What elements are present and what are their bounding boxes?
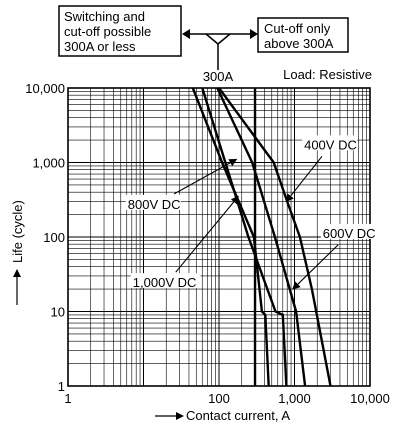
x-tick-label: 1 [64,391,71,406]
left-box-line-1: Switching and [64,9,145,24]
x-tick-label: 10,000 [350,391,390,406]
left-box-line-3: 300A or less [64,39,136,54]
y-tick-label: 1 [58,379,65,394]
y-tick-label: 10,000 [25,81,65,96]
y-axis-title: Life (cycle) [10,200,25,305]
series-label: 400V DC [304,137,357,152]
y-tick-label: 1,000 [32,156,65,171]
right-box-line-1: Cut-off only [264,21,331,36]
threshold-bracket [182,29,258,70]
series-line-400v-dc [218,87,332,387]
series-label-bg [125,194,181,210]
series-label-bg [302,135,358,151]
y-axis-label: Life (cycle) [10,200,25,263]
series-label: 800V DC [128,197,181,212]
x-tick-label: 1,000 [278,391,311,406]
series-label-bg [130,273,201,289]
x-axis-title: Contact current, A [155,408,290,423]
y-tick-label: 10 [51,305,65,320]
series-callouts: 400V DC 600V DC 800V DC 1,000V DC [125,135,376,290]
series-callout-arrow [285,155,323,203]
load-label: Load: Resistive [283,67,372,82]
series-callout-arrow [292,244,339,290]
tick-labels: 1 100 1,000 10,000 1 10 100 1,000 10,000 [25,81,390,406]
right-annotation-box: Cut-off only above 300A [257,17,349,53]
x-tick-label: 100 [208,391,230,406]
left-annotation-box: Switching and cut-off possible 300A or l… [58,5,182,57]
series-layer [191,87,332,387]
series-label: 1,000V DC [133,275,197,290]
left-box-line-2: cut-off possible [64,24,151,39]
series-label-bg [320,223,376,239]
series-callout-arrow [175,195,239,273]
series-line-1-000v-dc [191,87,270,387]
threshold-label: 300A [203,69,234,84]
series-label: 600V DC [323,226,376,241]
x-axis-label: Contact current, A [186,408,290,423]
series-callout-arrow [173,158,238,195]
y-tick-label: 100 [43,230,65,245]
right-box-line-2: above 300A [264,36,334,51]
series-line-600v-dc [216,87,307,387]
